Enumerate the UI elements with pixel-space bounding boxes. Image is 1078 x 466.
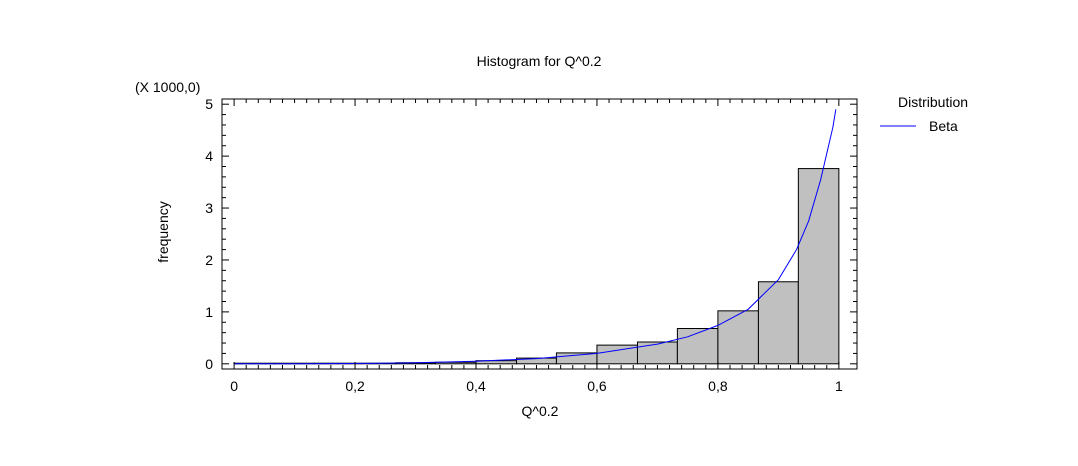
y-tick-label-3: 3 xyxy=(205,200,213,216)
histogram-bar-11 xyxy=(676,328,719,365)
plot-frame xyxy=(221,98,858,370)
axis-tick-labels: 0 0,2 0,4 0,6 0,8 1 0 1 2 3 4 5 xyxy=(205,96,843,394)
x-axis-label: Q^0.2 xyxy=(522,403,559,419)
legend-title: Distribution xyxy=(898,94,968,110)
x-tick-label-4: 0,8 xyxy=(708,378,728,394)
histogram-bar-10 xyxy=(636,341,678,365)
beta-curve-layer xyxy=(234,109,837,365)
x-tick-label-3: 0,6 xyxy=(587,378,607,394)
y-axis-label: frequency xyxy=(155,201,171,262)
chart-title: Histogram for Q^0.2 xyxy=(477,53,602,69)
y-multiplier-label: (X 1000,0) xyxy=(135,79,200,95)
x-tick-label-5: 1 xyxy=(835,378,843,394)
beta-distribution-curve xyxy=(234,109,837,365)
axis-ticks xyxy=(222,99,857,369)
histogram-bars xyxy=(233,168,840,365)
x-tick-label-2: 0,4 xyxy=(466,378,486,394)
y-tick-label-5: 5 xyxy=(205,96,213,112)
histogram-bar-8 xyxy=(555,352,598,365)
histogram-bar-12 xyxy=(717,310,759,365)
histogram-bar-13 xyxy=(757,281,799,365)
legend-beta-label: Beta xyxy=(929,118,958,134)
histogram-bar-14 xyxy=(797,168,840,365)
y-tick-label-2: 2 xyxy=(205,252,213,268)
y-tick-label-1: 1 xyxy=(205,304,213,320)
legend: Distribution Beta xyxy=(880,94,968,134)
y-tick-label-0: 0 xyxy=(205,356,213,372)
x-tick-label-1: 0,2 xyxy=(345,378,365,394)
x-tick-label-0: 0 xyxy=(230,378,238,394)
y-tick-label-4: 4 xyxy=(205,148,213,164)
